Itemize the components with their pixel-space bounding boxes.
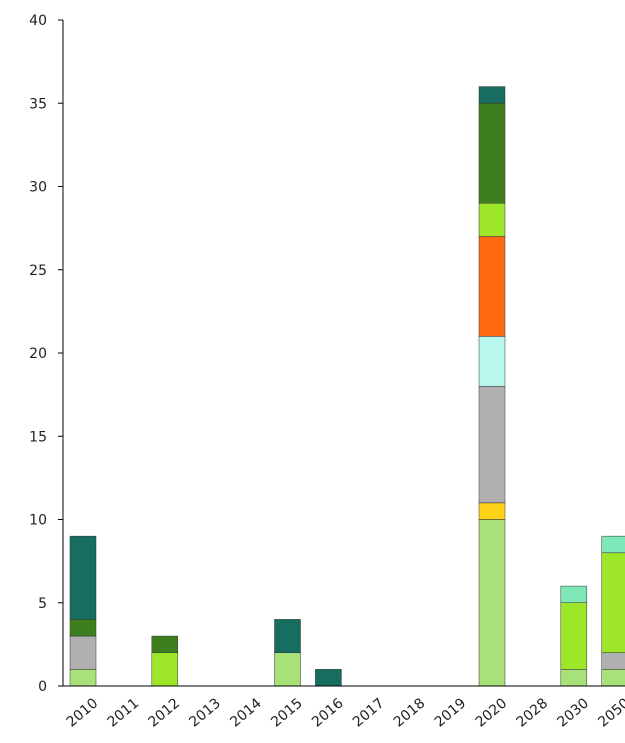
bar-segment bbox=[601, 535, 625, 554]
x-tick-label: 2016 bbox=[309, 695, 347, 730]
bar-segment bbox=[560, 669, 588, 687]
bar-segment bbox=[274, 619, 301, 653]
x-tick-label: 2030 bbox=[554, 695, 592, 730]
bar-segment bbox=[478, 336, 506, 387]
x-tick-label: 2050 bbox=[595, 695, 625, 730]
x-tick-label: 2019 bbox=[432, 695, 470, 730]
x-tick-label: 2020 bbox=[473, 695, 511, 730]
y-tick-label: 40 bbox=[29, 13, 47, 29]
x-tick-label: 2012 bbox=[145, 695, 183, 730]
bar-segment bbox=[151, 635, 179, 653]
bar-segment bbox=[69, 669, 97, 687]
y-tick-label: 30 bbox=[29, 180, 47, 196]
x-tick-label: 2014 bbox=[227, 695, 265, 730]
y-tick-label: 35 bbox=[29, 96, 47, 112]
bar-segment bbox=[478, 519, 506, 687]
bar-segment bbox=[69, 619, 97, 637]
bar-segment bbox=[478, 202, 506, 237]
bar-segment bbox=[315, 669, 342, 687]
bar-segment bbox=[560, 602, 588, 670]
bar-segment bbox=[151, 652, 179, 687]
x-axis: 2010 2011 2012 2013 2014 2015 2016 2017 2018 2019… bbox=[63, 685, 625, 731]
y-tick-label: 0 bbox=[38, 679, 47, 695]
bar-segment bbox=[601, 552, 625, 653]
bar-segment bbox=[478, 103, 506, 204]
y-tick-label: 5 bbox=[38, 596, 47, 612]
bar-segment bbox=[478, 86, 506, 104]
bar-segment bbox=[560, 585, 588, 603]
bar-segment bbox=[478, 386, 506, 504]
bar-segment bbox=[274, 652, 301, 687]
bar-segment bbox=[601, 669, 625, 687]
bar-segment bbox=[478, 502, 506, 520]
y-tick-label: 25 bbox=[29, 263, 47, 279]
x-tick-label: 2013 bbox=[186, 695, 224, 730]
x-tick-label: 2017 bbox=[350, 695, 388, 730]
bar-segment bbox=[69, 635, 97, 670]
x-tick-label: 2011 bbox=[105, 695, 143, 730]
bars bbox=[69, 86, 625, 687]
bar-segment bbox=[69, 535, 97, 620]
x-tick-label: 2018 bbox=[391, 695, 429, 730]
y-tick-label: 15 bbox=[29, 429, 47, 445]
y-tick-label: 20 bbox=[29, 346, 47, 362]
x-tick-label: 2028 bbox=[514, 695, 552, 730]
bar-segment bbox=[478, 236, 506, 337]
x-tick-label: 2015 bbox=[268, 695, 306, 730]
x-tick-label: 2010 bbox=[64, 695, 102, 730]
y-axis: 0 5 10 15 20 25 30 35 40 bbox=[29, 13, 64, 695]
bar-segment bbox=[601, 652, 625, 670]
y-tick-label: 10 bbox=[29, 513, 47, 529]
